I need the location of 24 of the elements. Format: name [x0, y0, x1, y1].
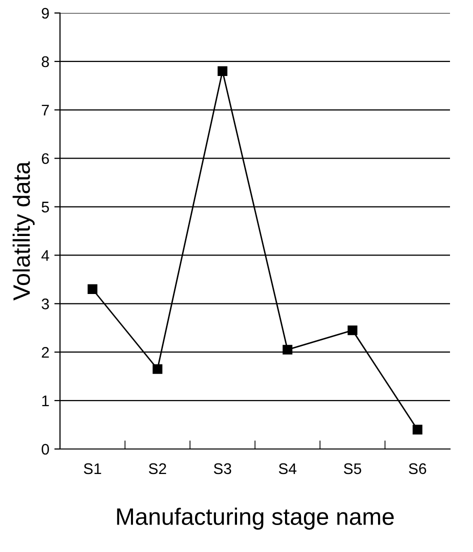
y-axis-title: Volatility data — [12, 161, 35, 300]
x-tick-label: S3 — [214, 463, 232, 474]
point — [412, 424, 422, 434]
y-tick-label: 9 — [42, 8, 49, 19]
point — [88, 284, 98, 294]
y-tick-label: 3 — [42, 298, 49, 310]
y-tick-label: 8 — [42, 56, 49, 68]
y-tick-label: 2 — [42, 346, 49, 358]
y-tick-label: 0 — [42, 444, 49, 455]
y-tick-label: 5 — [42, 202, 49, 212]
x-tick-label: S6 — [408, 463, 426, 474]
y-tick-label: 7 — [42, 104, 49, 116]
point — [152, 364, 162, 374]
point — [218, 66, 228, 76]
x-tick-label: S4 — [278, 463, 296, 474]
y-tick-label: 6 — [42, 153, 49, 164]
point — [282, 344, 292, 355]
x-tick-label: S5 — [344, 463, 362, 474]
x-tick-label: S2 — [148, 463, 166, 474]
x-axis-title: Manufacturing stage name — [117, 508, 394, 530]
x-tick-label: S1 — [84, 463, 102, 474]
point — [348, 325, 358, 336]
y-tick-label: 1 — [42, 396, 49, 406]
y-tick-label: 4 — [41, 250, 50, 261]
